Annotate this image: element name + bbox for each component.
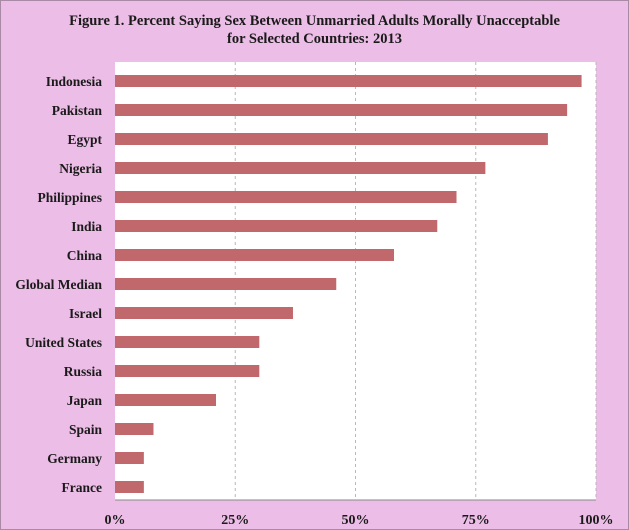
bar-india bbox=[115, 220, 438, 232]
bar-egypt bbox=[115, 133, 548, 145]
bar-pakistan bbox=[115, 104, 568, 116]
category-labels: Indonesia Pakistan Egypt Nigeria Philippines… bbox=[15, 74, 102, 495]
chart-title: Figure 1. Percent Saying Sex Between Unm… bbox=[0, 12, 629, 48]
bar-united-states bbox=[115, 336, 260, 348]
bar-germany bbox=[115, 452, 144, 464]
category-label-nigeria: Nigeria bbox=[59, 161, 102, 176]
bar-israel bbox=[115, 307, 293, 319]
x-tick-label-3: 75% bbox=[462, 513, 490, 528]
category-label-global-median: Global Median bbox=[15, 277, 102, 292]
bar-indonesia bbox=[115, 75, 582, 87]
category-label-egypt: Egypt bbox=[67, 132, 102, 147]
category-label-indonesia: Indonesia bbox=[46, 74, 103, 89]
bar-nigeria bbox=[115, 162, 486, 174]
category-label-united-states: United States bbox=[25, 335, 102, 350]
bars bbox=[115, 75, 582, 493]
category-label-japan: Japan bbox=[67, 393, 103, 408]
category-label-spain: Spain bbox=[69, 422, 103, 437]
bar-spain bbox=[115, 423, 154, 435]
chart-title-line-2: for Selected Countries: 2013 bbox=[227, 31, 402, 47]
category-label-india: India bbox=[71, 219, 102, 234]
x-tick-label-4: 100% bbox=[579, 513, 614, 528]
bar-china bbox=[115, 249, 394, 261]
x-tick-labels: 0% 25% 50% 75% 100% bbox=[105, 513, 614, 528]
category-label-china: China bbox=[67, 248, 103, 263]
x-tick-label-2: 50% bbox=[342, 513, 370, 528]
chart-title-line-1: Figure 1. Percent Saying Sex Between Unm… bbox=[69, 13, 560, 29]
x-tick-label-0: 0% bbox=[105, 513, 126, 528]
bar-philippines bbox=[115, 191, 457, 203]
bar-russia bbox=[115, 365, 260, 377]
bar-japan bbox=[115, 394, 217, 406]
category-label-germany: Germany bbox=[47, 451, 102, 466]
category-label-pakistan: Pakistan bbox=[52, 103, 103, 118]
bar-france bbox=[115, 481, 144, 493]
category-label-france: France bbox=[62, 480, 102, 495]
bar-global-median bbox=[115, 278, 337, 290]
x-tick-label-1: 25% bbox=[221, 513, 249, 528]
category-label-philippines: Philippines bbox=[37, 190, 102, 205]
category-label-israel: Israel bbox=[69, 306, 102, 321]
category-label-russia: Russia bbox=[64, 364, 103, 379]
